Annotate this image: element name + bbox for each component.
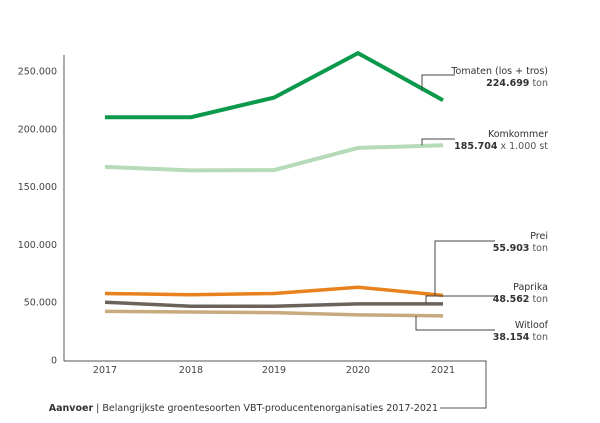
chart-caption: Aanvoer | Belangrijkste groentesoorten V… xyxy=(49,403,438,414)
series-line-paprika xyxy=(104,300,443,308)
y-tick-label: 0 xyxy=(51,356,57,367)
callout-leader-witloof xyxy=(415,315,495,331)
series-line-prei xyxy=(104,285,444,298)
callout-value-tomaten: 224.699 ton xyxy=(486,78,548,89)
x-tick-label: 2021 xyxy=(431,365,455,376)
series-callouts: Tomaten (los + tros)224.699 ton Komkommer… xyxy=(415,66,549,343)
x-tick-labels: 2017 2018 2019 2020 2021 xyxy=(93,365,455,376)
axes xyxy=(63,55,487,409)
caption-bold: Aanvoer xyxy=(49,403,94,414)
y-tick-label: 100.000 xyxy=(18,240,57,251)
series-line-tomaten xyxy=(105,50,444,120)
callout-leader-komkommer xyxy=(421,138,455,146)
callout-leader-tomaten xyxy=(421,74,455,92)
caption-text: Aanvoer | Belangrijkste groentesoorten V… xyxy=(49,403,438,414)
callout-name-witloof: Witloof xyxy=(515,320,549,331)
callout-name-paprika: Paprika xyxy=(513,282,548,293)
series-lines xyxy=(104,50,444,318)
series-line-witloof xyxy=(104,309,444,318)
caption-rest: | Belangrijkste groentesoorten VBT-produ… xyxy=(93,403,438,414)
callout-leader-prei xyxy=(434,240,495,296)
callout-name-komkommer: Komkommer xyxy=(488,129,548,140)
callout-value-witloof: 38.154 ton xyxy=(493,332,548,343)
series-line-komkommer xyxy=(104,143,444,173)
callout-value-paprika: 48.562 ton xyxy=(493,294,548,305)
callout-leader-paprika xyxy=(425,295,495,304)
y-tick-label: 250.000 xyxy=(18,67,57,78)
x-tick-label: 2018 xyxy=(179,365,203,376)
y-tick-label: 150.000 xyxy=(18,182,57,193)
callout-value-prei: 55.903 ton xyxy=(493,243,548,254)
x-tick-label: 2017 xyxy=(93,365,117,376)
callout-value-komkommer: 185.704 x 1.000 st xyxy=(454,141,548,152)
y-tick-label: 50.000 xyxy=(24,298,57,309)
callout-name-tomaten: Tomaten (los + tros) xyxy=(450,66,548,77)
x-tick-label: 2019 xyxy=(262,365,286,376)
callout-name-prei: Prei xyxy=(530,231,548,242)
y-tick-label: 200.000 xyxy=(18,124,57,135)
y-tick-labels: 0 50.000 100.000 150.000 200.000 250.000 xyxy=(18,67,57,367)
x-axis-line xyxy=(64,360,487,409)
x-tick-label: 2020 xyxy=(346,365,370,376)
